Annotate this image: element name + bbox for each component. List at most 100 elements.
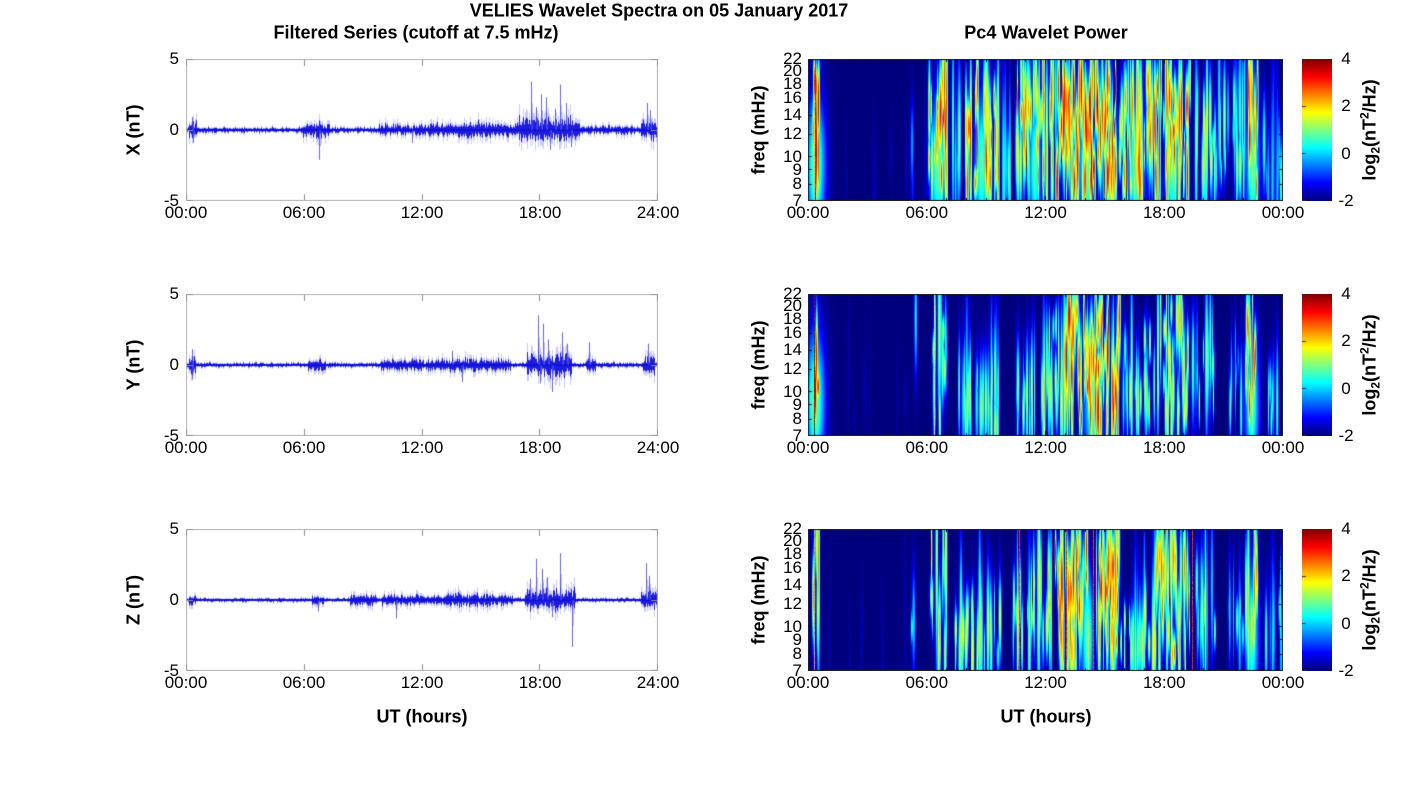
freq-tick-label: 14 <box>783 340 802 360</box>
x-tick-label: 06:00 <box>282 438 326 457</box>
x-tick-label: 24:00 <box>636 203 680 222</box>
freq-axis-label-row1: freq (mHz) <box>748 85 769 175</box>
colorbar-row1 <box>1302 59 1332 201</box>
x-axis-label-left: UT (hours) <box>376 706 468 727</box>
y-tick-label: 5 <box>169 519 179 538</box>
x-tick-label: 24:00 <box>636 673 680 692</box>
colorbar-tick-label: -2 <box>1338 191 1354 210</box>
colorbar-tick-label: 2 <box>1341 566 1351 586</box>
freq-tick-label: 9 <box>792 629 802 649</box>
y-axis-label-x: X (nT) <box>123 104 144 156</box>
y-tick-label: 5 <box>169 284 179 303</box>
x-tick-label: 00:00 <box>786 438 830 457</box>
freq-tick-label: 8 <box>792 644 802 664</box>
colorbar-tick-label: 0 <box>1341 378 1351 398</box>
colorbar-tick-label: -2 <box>1338 426 1354 445</box>
freq-tick-label: 8 <box>792 174 802 194</box>
right-column-subtitle: Pc4 Wavelet Power <box>964 22 1128 43</box>
x-tick-label: 00:00 <box>1261 203 1305 222</box>
colorbar-label-superscript: 2 <box>1357 347 1372 355</box>
freq-tick-label: 9 <box>792 394 802 414</box>
freq-axis-label-row3: freq (mHz) <box>748 555 769 645</box>
colorbar-label-subscript: 2 <box>1368 146 1383 154</box>
timeseries-plot-z <box>186 529 658 671</box>
colorbar-label-row1: log2(nT2/Hz) <box>1358 79 1383 180</box>
freq-tick-label: 12 <box>783 124 802 144</box>
wavelet-spectrogram-z <box>808 529 1283 671</box>
colorbar-label-superscript: 2 <box>1357 112 1372 120</box>
x-tick-label: 18:00 <box>1142 673 1186 692</box>
freq-tick-label: 12 <box>783 359 802 379</box>
colorbar-label-text: /Hz) <box>1359 79 1380 113</box>
colorbar-tick-label: 0 <box>1341 613 1351 633</box>
freq-tick-label: 10 <box>783 616 802 636</box>
colorbar-label-row2: log2(nT2/Hz) <box>1358 314 1383 415</box>
x-tick-label: 18:00 <box>1142 438 1186 457</box>
freq-tick-label: 18 <box>783 543 802 563</box>
x-tick-label: 00:00 <box>1261 673 1305 692</box>
colorbar-label-text: /Hz) <box>1359 549 1380 583</box>
colorbar-label-text: (nT <box>1359 589 1380 617</box>
colorbar-label-text: /Hz) <box>1359 314 1380 348</box>
freq-tick-label: 20 <box>783 295 802 315</box>
colorbar-label-subscript: 2 <box>1368 616 1383 624</box>
freq-tick-label: 22 <box>783 49 802 68</box>
colorbar-tick-label: 4 <box>1341 284 1351 303</box>
x-axis-label-right: UT (hours) <box>1000 706 1092 727</box>
freq-tick-label: 9 <box>792 159 802 179</box>
freq-tick-label: 18 <box>783 308 802 328</box>
x-tick-label: 18:00 <box>518 203 562 222</box>
freq-tick-label: 10 <box>783 381 802 401</box>
colorbar-tick-label: 4 <box>1341 49 1351 68</box>
timeseries-plot-y <box>186 294 658 436</box>
x-tick-label: 18:00 <box>518 438 562 457</box>
y-tick-label: 0 <box>169 355 179 374</box>
colorbar-label-subscript: 2 <box>1368 381 1383 389</box>
freq-tick-label: 16 <box>783 558 802 578</box>
figure-title: VELIES Wavelet Spectra on 05 January 201… <box>469 0 849 21</box>
x-tick-label: 00:00 <box>786 203 830 222</box>
colorbar-label-text: log <box>1359 388 1380 416</box>
x-tick-label: 18:00 <box>518 673 562 692</box>
y-axis-label-y: Y (nT) <box>123 339 144 391</box>
y-tick-label: -5 <box>163 191 179 210</box>
freq-tick-label: 7 <box>792 661 802 680</box>
freq-tick-label: 14 <box>783 575 802 595</box>
colorbar-tick-label: 0 <box>1341 143 1351 163</box>
freq-tick-label: 22 <box>783 519 802 538</box>
x-tick-label: 00:00 <box>164 438 208 457</box>
x-tick-label: 12:00 <box>400 438 444 457</box>
x-tick-label: 06:00 <box>282 673 326 692</box>
y-tick-label: 0 <box>169 590 179 609</box>
freq-tick-label: 16 <box>783 323 802 343</box>
freq-tick-label: 20 <box>783 60 802 80</box>
colorbar-row2 <box>1302 294 1332 436</box>
freq-tick-label: 22 <box>783 284 802 303</box>
colorbar-row3 <box>1302 529 1332 671</box>
colorbar-label-superscript: 2 <box>1357 582 1372 590</box>
x-tick-label: 12:00 <box>400 203 444 222</box>
x-tick-label: 06:00 <box>282 203 326 222</box>
x-tick-label: 06:00 <box>905 438 949 457</box>
x-tick-label: 00:00 <box>164 203 208 222</box>
freq-tick-label: 10 <box>783 146 802 166</box>
colorbar-tick-label: -2 <box>1338 661 1354 680</box>
y-tick-label: 5 <box>169 49 179 68</box>
x-tick-label: 00:00 <box>1261 438 1305 457</box>
colorbar-label-row3: log2(nT2/Hz) <box>1358 549 1383 650</box>
colorbar-tick-label: 2 <box>1341 96 1351 116</box>
x-tick-label: 24:00 <box>636 438 680 457</box>
x-tick-label: 12:00 <box>1024 203 1067 222</box>
left-column-subtitle: Filtered Series (cutoff at 7.5 mHz) <box>273 22 559 43</box>
y-tick-label: -5 <box>163 661 179 680</box>
x-tick-label: 12:00 <box>1024 673 1067 692</box>
colorbar-label-text: (nT <box>1359 354 1380 382</box>
colorbar-tick-label: 4 <box>1341 519 1351 538</box>
colorbar-label-text: (nT <box>1359 119 1380 147</box>
y-tick-label: 0 <box>169 120 179 139</box>
freq-tick-label: 7 <box>792 191 802 210</box>
x-tick-label: 06:00 <box>905 203 949 222</box>
x-tick-label: 00:00 <box>164 673 208 692</box>
colorbar-tick-label: 2 <box>1341 331 1351 351</box>
